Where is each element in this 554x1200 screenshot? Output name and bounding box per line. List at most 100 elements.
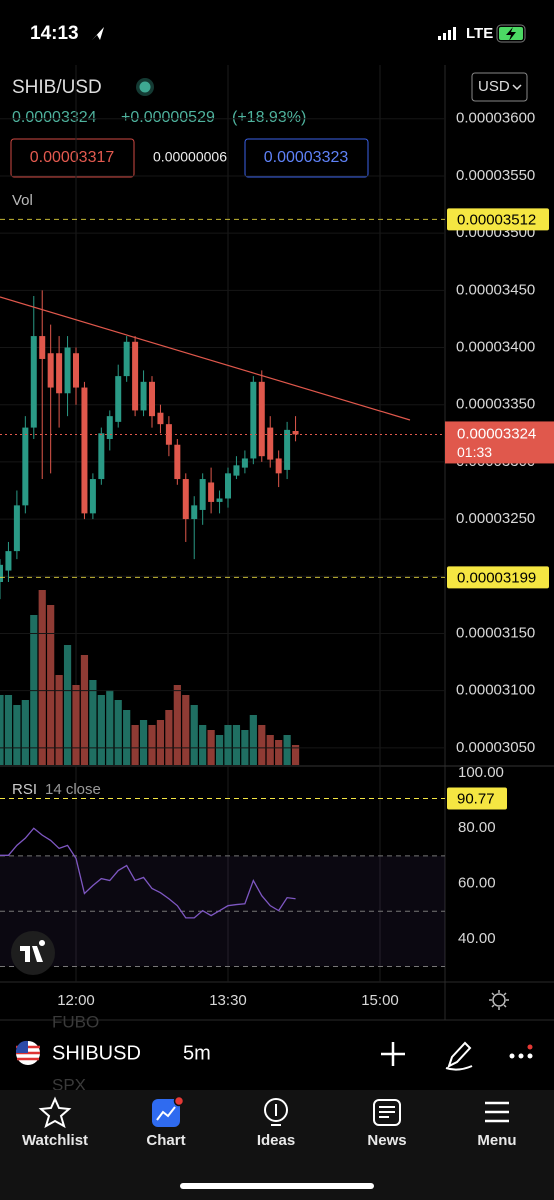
sell-button[interactable]: 0.00003317 bbox=[10, 138, 135, 178]
last-price-tag bbox=[445, 421, 554, 464]
news-icon bbox=[373, 1099, 401, 1126]
dot bbox=[518, 1053, 524, 1059]
alert-tag bbox=[447, 787, 507, 810]
volume-bar bbox=[199, 725, 207, 765]
plot-area bbox=[0, 65, 445, 982]
candle-body bbox=[284, 429, 291, 470]
candle-body bbox=[292, 431, 299, 435]
volume-bar bbox=[97, 695, 105, 765]
y-tick-label: 100.00 bbox=[458, 764, 504, 781]
candle-body bbox=[241, 458, 248, 468]
pane-subtitle: 14 close bbox=[45, 781, 101, 798]
y-tick-label: 0.00003100 bbox=[456, 682, 535, 699]
volume-bar bbox=[148, 725, 156, 765]
price-level-tag bbox=[447, 208, 549, 231]
y-tick-label: 0.00003050 bbox=[456, 739, 535, 756]
candle-body bbox=[5, 551, 12, 571]
buy-button[interactable]: 0.00003323 bbox=[244, 138, 369, 178]
candle-body bbox=[233, 465, 240, 476]
news-icon-lines bbox=[379, 1106, 395, 1118]
chevron bbox=[512, 84, 522, 91]
candle-body bbox=[267, 427, 274, 460]
interval[interactable]: 5m bbox=[183, 1042, 211, 1064]
candle-body bbox=[225, 473, 231, 499]
volume-bar bbox=[0, 695, 4, 765]
signal-icon bbox=[438, 27, 456, 40]
price-level-tag bbox=[447, 566, 549, 589]
candle-body bbox=[165, 424, 172, 445]
settings-button[interactable] bbox=[489, 990, 509, 1010]
candle-body bbox=[275, 458, 282, 474]
alert-label: 90.77 bbox=[457, 790, 495, 807]
y-tick-label: 0.00003400 bbox=[456, 338, 535, 355]
tab-label[interactable]: Chart bbox=[146, 1132, 185, 1149]
sell-box bbox=[10, 138, 135, 178]
currency-dropdown[interactable]: USD bbox=[471, 72, 528, 102]
home-indicator bbox=[180, 1183, 374, 1189]
tab-label[interactable]: Ideas bbox=[257, 1132, 295, 1149]
tab-label[interactable]: Watchlist bbox=[22, 1132, 88, 1149]
candle-body bbox=[106, 416, 113, 440]
price-change: +0.00000529 bbox=[121, 109, 215, 126]
symbol-button[interactable]: SHIBUSD bbox=[15, 1040, 141, 1065]
candle-body bbox=[30, 336, 37, 428]
candle-body bbox=[191, 505, 198, 520]
pane-title: Vol bbox=[12, 192, 33, 209]
y-tick-label: 0.00003350 bbox=[456, 396, 535, 413]
tab-label[interactable]: Menu bbox=[477, 1132, 516, 1149]
symbol: SHIB/USD bbox=[12, 77, 102, 98]
volume-bar bbox=[258, 725, 266, 765]
candle-body bbox=[56, 353, 63, 394]
candle-body bbox=[258, 381, 265, 457]
candle-body bbox=[199, 479, 206, 510]
volume-bar bbox=[224, 725, 232, 765]
price-change-percent: (+18.93%) bbox=[232, 109, 306, 126]
candle-body bbox=[140, 381, 147, 411]
candle-body bbox=[39, 336, 46, 359]
candle-body bbox=[98, 433, 105, 480]
draw-button[interactable] bbox=[445, 1041, 473, 1071]
volume-bar bbox=[38, 590, 46, 765]
volume-bar bbox=[215, 735, 224, 765]
ideas-icon-detail bbox=[271, 1104, 281, 1126]
y-tick-label: 0.00003450 bbox=[456, 281, 535, 298]
tab-label[interactable]: News bbox=[367, 1132, 406, 1149]
volume-bar bbox=[182, 695, 190, 765]
logo bbox=[20, 940, 46, 962]
ghost-symbol: SPX bbox=[52, 1075, 86, 1094]
dot bbox=[509, 1053, 515, 1059]
pane-title: RSI bbox=[12, 781, 37, 798]
gear bbox=[492, 993, 506, 1007]
candle-body bbox=[157, 412, 164, 425]
candle-body bbox=[13, 505, 20, 552]
candle-body bbox=[250, 381, 257, 459]
volume-bar bbox=[283, 735, 291, 765]
charging-icon bbox=[506, 27, 516, 41]
volume-bar bbox=[156, 720, 165, 765]
ask: 0.00003323 bbox=[264, 149, 349, 166]
candle-body bbox=[73, 353, 79, 388]
candle-body bbox=[208, 482, 215, 502]
more-button[interactable] bbox=[509, 1044, 533, 1059]
candle-body bbox=[132, 341, 139, 411]
y-tick-label: 0.00003600 bbox=[456, 110, 535, 127]
network: LTE bbox=[466, 25, 493, 42]
volume-bar bbox=[114, 700, 122, 765]
volume-bar bbox=[275, 740, 283, 765]
volume-bar bbox=[72, 685, 80, 765]
dot bbox=[527, 1053, 533, 1059]
chart-icon bbox=[152, 1099, 180, 1127]
rsi-line bbox=[0, 827, 296, 919]
volume-bar bbox=[30, 615, 38, 765]
volume-bar bbox=[4, 695, 13, 765]
flag-canton bbox=[15, 1040, 28, 1053]
add-button[interactable] bbox=[381, 1042, 405, 1066]
dropdown-box bbox=[471, 72, 528, 102]
ghost-symbol: FUBO bbox=[52, 1012, 99, 1031]
tabs: Watchlist Chart Ideas News Menu bbox=[22, 1132, 517, 1149]
x-tick-label: 13:30 bbox=[209, 992, 247, 1009]
y-tick-label: 80.00 bbox=[458, 819, 496, 836]
candle-body bbox=[81, 387, 88, 514]
